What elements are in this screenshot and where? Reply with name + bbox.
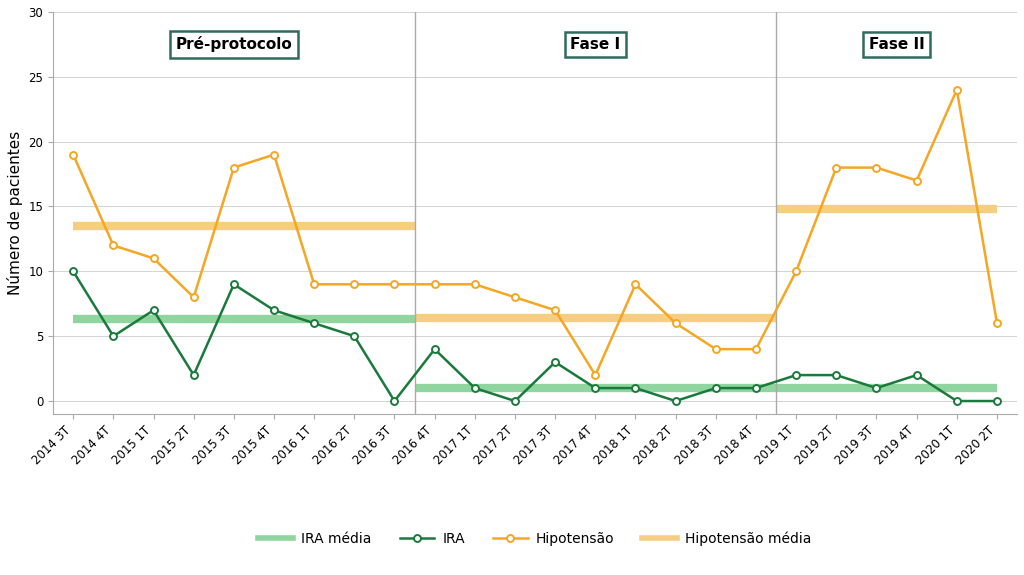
- Text: Fase I: Fase I: [570, 37, 621, 52]
- Text: Fase II: Fase II: [868, 37, 925, 52]
- Text: Pré-protocolo: Pré-protocolo: [175, 36, 292, 52]
- Y-axis label: Número de pacientes: Número de pacientes: [7, 131, 23, 295]
- Legend: IRA média, IRA, Hipotensão, Hipotensão média: IRA média, IRA, Hipotensão, Hipotensão m…: [253, 526, 817, 552]
